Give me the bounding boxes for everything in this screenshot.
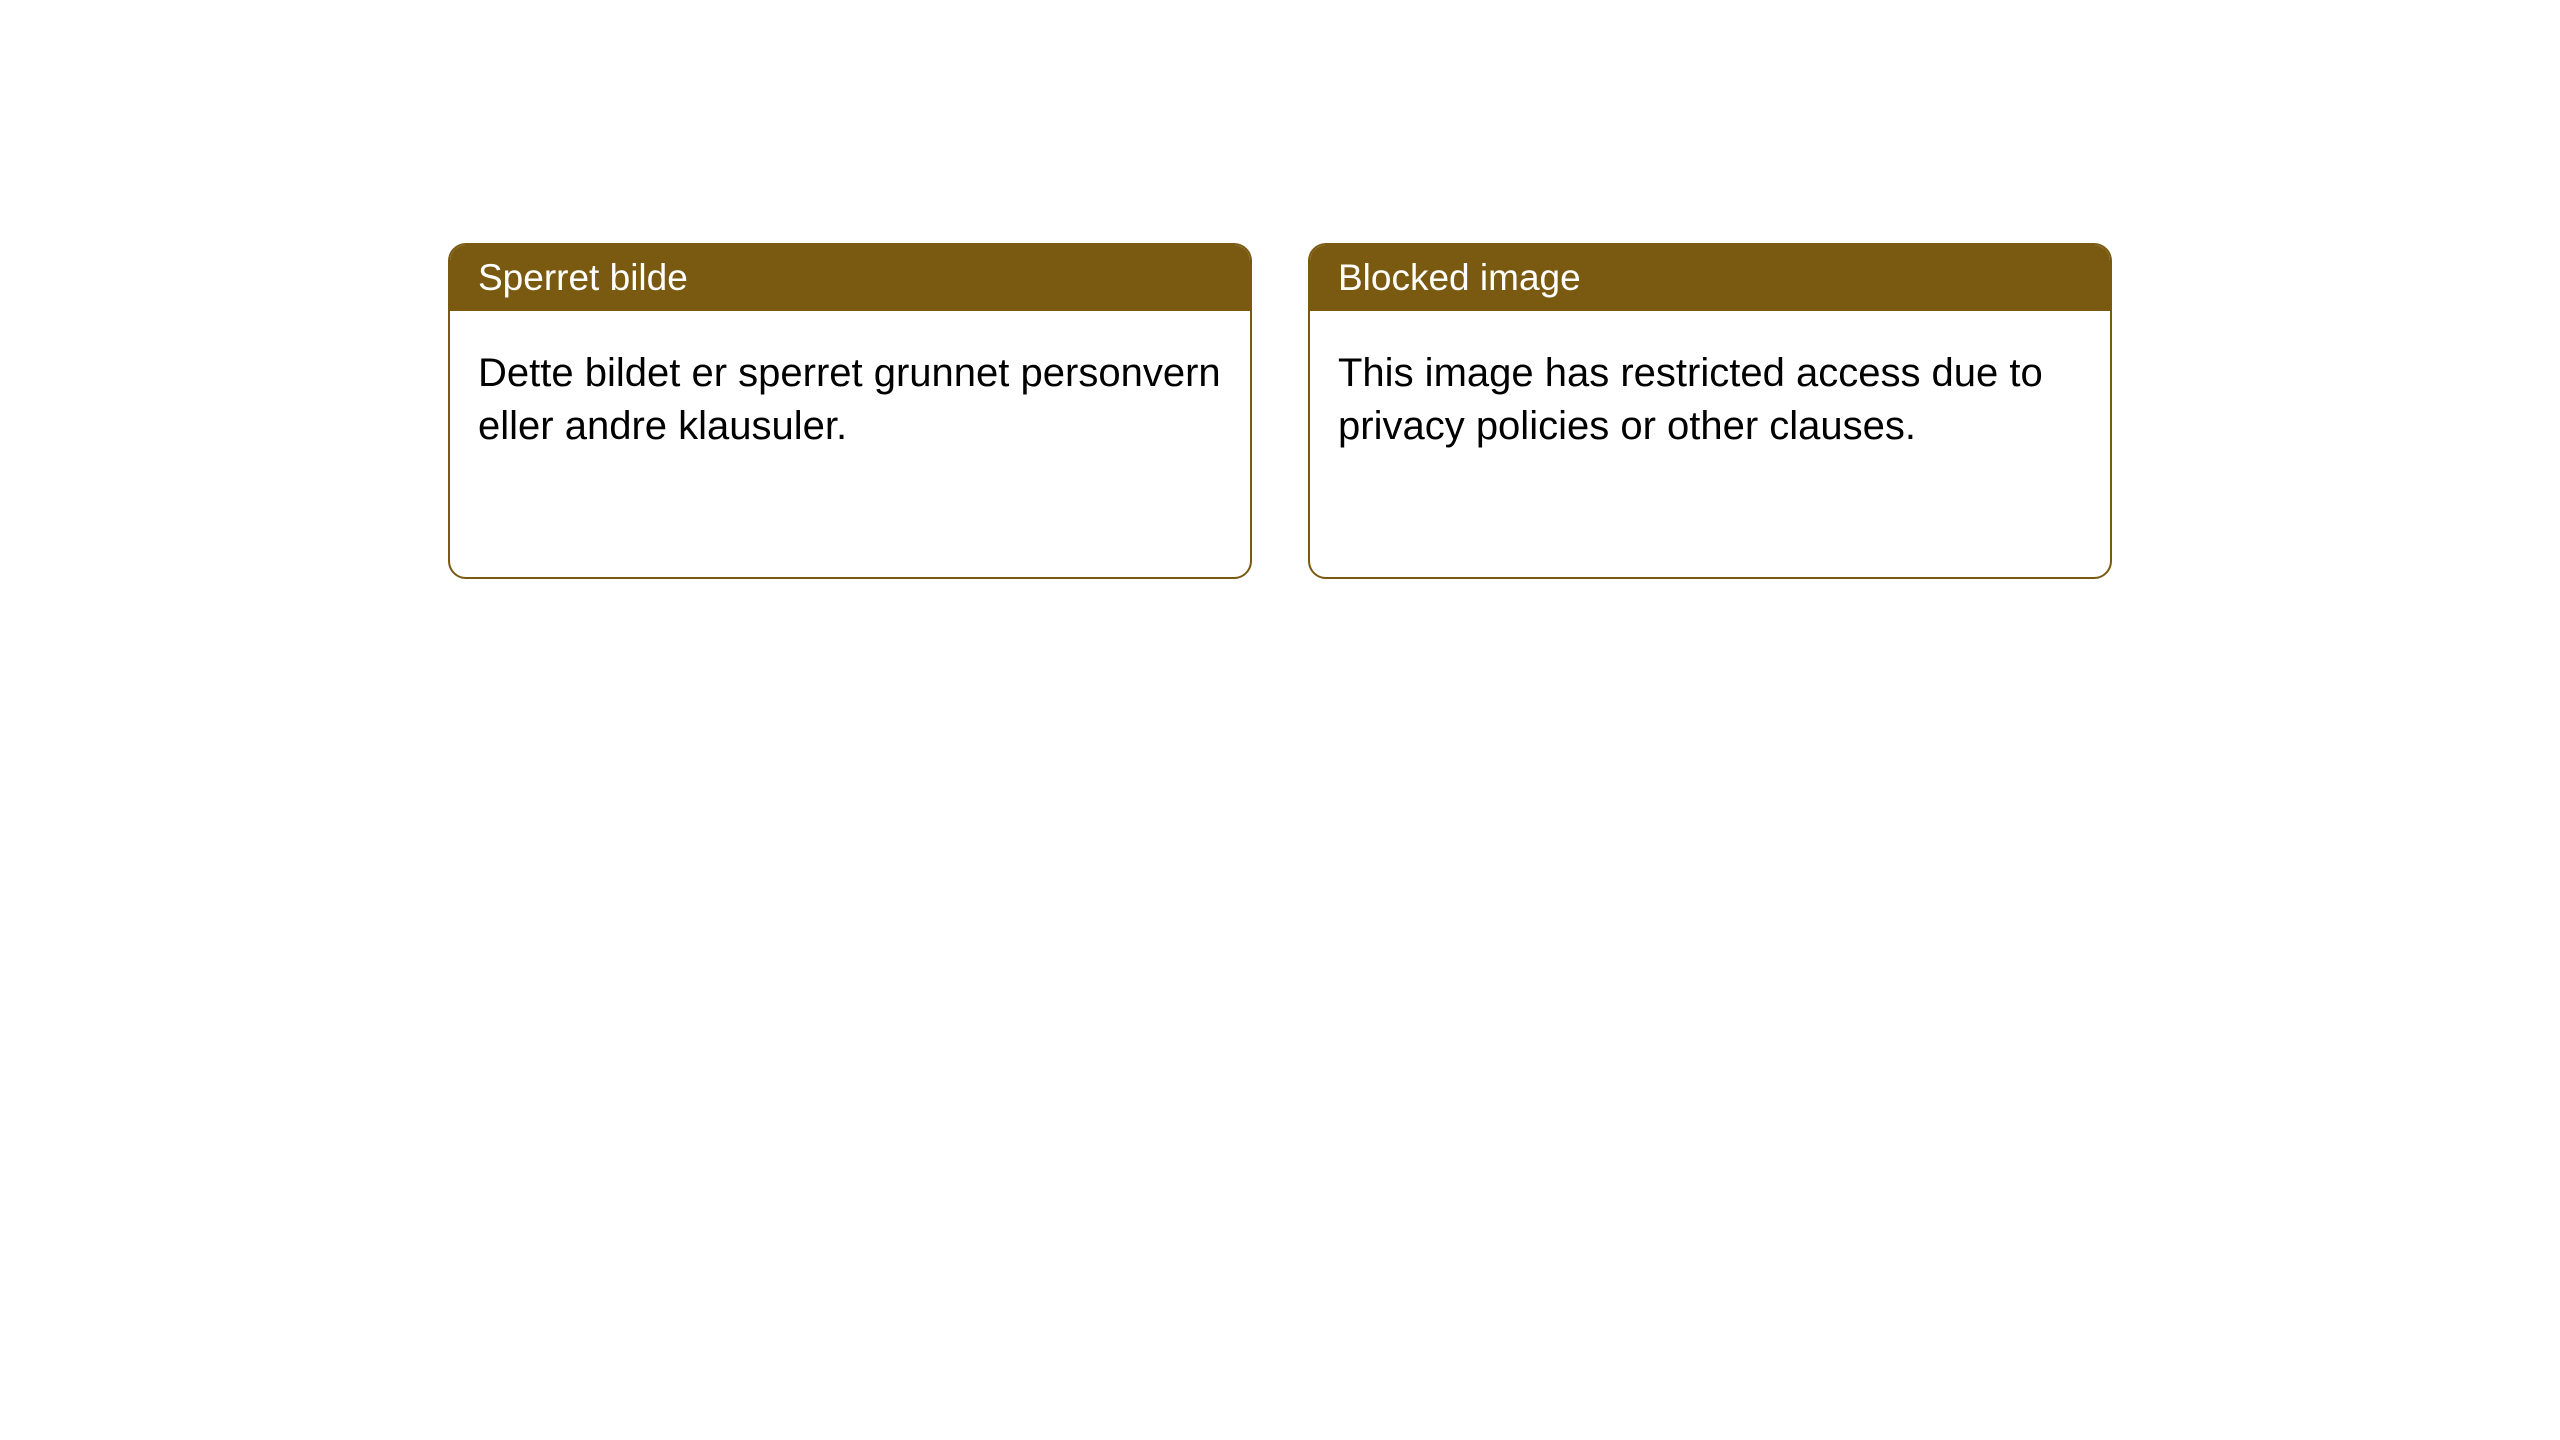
notice-header: Sperret bilde [450,245,1250,311]
notice-body: This image has restricted access due to … [1310,311,2110,489]
notice-header: Blocked image [1310,245,2110,311]
notice-title: Blocked image [1338,257,1581,298]
notice-message: This image has restricted access due to … [1338,351,2043,448]
notice-card-norwegian: Sperret bilde Dette bildet er sperret gr… [448,243,1252,579]
notice-body: Dette bildet er sperret grunnet personve… [450,311,1250,489]
notice-title: Sperret bilde [478,257,688,298]
notice-card-english: Blocked image This image has restricted … [1308,243,2112,579]
notice-message: Dette bildet er sperret grunnet personve… [478,351,1221,448]
notice-container: Sperret bilde Dette bildet er sperret gr… [0,0,2560,579]
